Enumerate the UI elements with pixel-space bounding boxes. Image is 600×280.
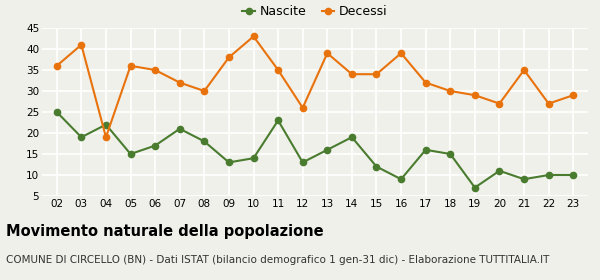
Decessi <box>520 68 527 72</box>
Decessi <box>323 52 331 55</box>
Decessi <box>569 94 577 97</box>
Decessi <box>201 89 208 93</box>
Legend: Nascite, Decessi: Nascite, Decessi <box>242 5 388 18</box>
Line: Decessi: Decessi <box>53 33 577 140</box>
Nascite <box>53 110 61 114</box>
Decessi <box>226 56 233 59</box>
Decessi <box>496 102 503 105</box>
Decessi <box>103 136 110 139</box>
Nascite <box>103 123 110 126</box>
Nascite <box>422 148 429 151</box>
Nascite <box>348 136 355 139</box>
Nascite <box>201 140 208 143</box>
Decessi <box>152 68 159 72</box>
Text: COMUNE DI CIRCELLO (BN) - Dati ISTAT (bilancio demografico 1 gen-31 dic) - Elabo: COMUNE DI CIRCELLO (BN) - Dati ISTAT (bi… <box>6 255 550 265</box>
Decessi <box>348 73 355 76</box>
Nascite <box>496 169 503 172</box>
Nascite <box>397 178 404 181</box>
Nascite <box>226 161 233 164</box>
Decessi <box>545 102 552 105</box>
Decessi <box>275 68 282 72</box>
Nascite <box>545 173 552 177</box>
Decessi <box>373 73 380 76</box>
Decessi <box>127 64 134 67</box>
Decessi <box>446 89 454 93</box>
Decessi <box>176 81 184 84</box>
Nascite <box>250 157 257 160</box>
Decessi <box>422 81 429 84</box>
Nascite <box>471 186 478 189</box>
Nascite <box>520 178 527 181</box>
Nascite <box>152 144 159 147</box>
Decessi <box>78 43 85 46</box>
Decessi <box>397 52 404 55</box>
Nascite <box>275 119 282 122</box>
Nascite <box>323 148 331 151</box>
Nascite <box>127 152 134 156</box>
Nascite <box>446 152 454 156</box>
Decessi <box>53 64 61 67</box>
Nascite <box>78 136 85 139</box>
Nascite <box>299 161 307 164</box>
Nascite <box>176 127 184 130</box>
Decessi <box>299 106 307 109</box>
Nascite <box>373 165 380 168</box>
Decessi <box>250 35 257 38</box>
Nascite <box>569 173 577 177</box>
Decessi <box>471 94 478 97</box>
Line: Nascite: Nascite <box>53 109 577 191</box>
Text: Movimento naturale della popolazione: Movimento naturale della popolazione <box>6 224 323 239</box>
